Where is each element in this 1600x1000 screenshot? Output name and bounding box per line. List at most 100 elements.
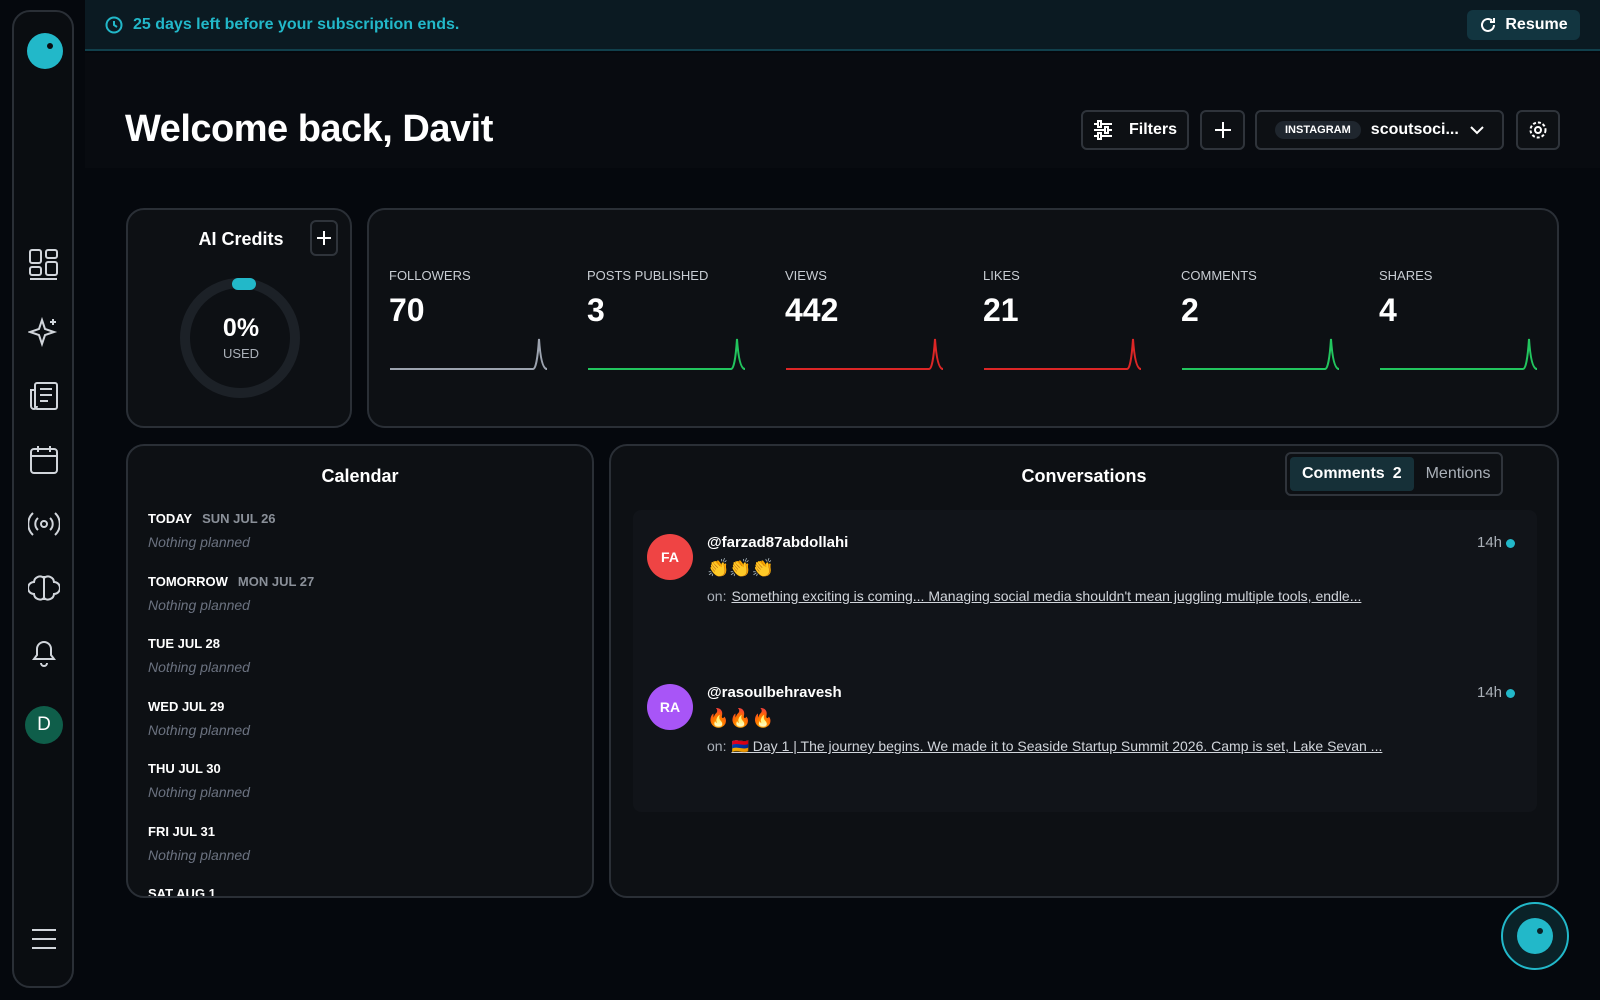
sparkline-path xyxy=(1182,338,1340,370)
gear-icon xyxy=(1529,121,1547,139)
sparkline-path xyxy=(588,338,746,370)
subscription-banner: 25 days left before your subscription en… xyxy=(85,0,1600,51)
day-heading: WED JUL 29 xyxy=(148,698,250,716)
calendar-day: TODAY SUN JUL 26 Nothing planned xyxy=(148,510,276,550)
tab-label: Mentions xyxy=(1425,465,1491,482)
stat-value: 2 xyxy=(1181,292,1199,328)
credits-title: AI Credits xyxy=(198,229,284,249)
user-avatar[interactable]: D xyxy=(25,706,63,744)
unread-dot xyxy=(1506,689,1515,698)
assistant-button[interactable] xyxy=(1499,900,1571,972)
comment-text: 🔥🔥🔥 xyxy=(707,708,775,728)
sparkline-path xyxy=(984,338,1142,370)
account-selector[interactable]: INSTAGRAM scoutsoci... xyxy=(1255,110,1504,150)
credits-ring xyxy=(180,278,300,398)
sparkline-path xyxy=(1380,338,1538,370)
calendar-icon[interactable] xyxy=(28,444,60,476)
credits-caption: USED xyxy=(222,346,260,361)
tab[interactable]: Mentions xyxy=(1414,457,1503,491)
calendar-card: Calendar TODAY SUN JUL 26 Nothing planned T… xyxy=(126,444,594,898)
avatar: RA xyxy=(647,684,693,730)
stat-value: 442 xyxy=(785,292,839,328)
day-note: Nothing planned xyxy=(148,846,250,863)
day-date: MON JUL 27 xyxy=(237,573,315,589)
filters-icon xyxy=(1093,120,1112,140)
conversation-item[interactable]: FA @farzad87abdollahi 14h 👏👏👏 on: Something e… xyxy=(633,530,1537,650)
time: 14h xyxy=(1477,684,1503,701)
conversation-list: FA @farzad87abdollahi 14h 👏👏👏 on: Something e… xyxy=(633,510,1537,812)
platform-badge: INSTAGRAM xyxy=(1275,121,1361,139)
day-heading: SAT AUG 1 xyxy=(148,885,216,898)
day-heading: TOMORROW MON JUL 27 xyxy=(148,573,314,591)
day-note: Nothing planned xyxy=(148,721,250,738)
stats-card: FOLLOWERS 70 POSTS PUBLISHED 3 VIEWS 442 LIKES… xyxy=(367,208,1559,428)
bell-icon[interactable] xyxy=(28,636,60,668)
day-name: THU JUL 30 xyxy=(148,761,221,776)
dashboard-icon[interactable] xyxy=(28,248,60,280)
sparkline xyxy=(984,338,1142,370)
day-note: Nothing planned xyxy=(148,534,250,550)
calendar-day: THU JUL 30 Nothing planned xyxy=(148,760,250,800)
plus-icon xyxy=(317,231,331,245)
tabs: Comments 2 Mentions xyxy=(1285,452,1503,496)
day-heading: FRI JUL 31 xyxy=(148,823,250,841)
calendar-day: TOMORROW MON JUL 27 Nothing planned xyxy=(148,573,314,613)
calendar-day: WED JUL 29 Nothing planned xyxy=(148,698,250,738)
resume-button[interactable]: Resume xyxy=(1467,10,1580,40)
stat-label: COMMENTS xyxy=(1181,268,1257,283)
ai-icon[interactable] xyxy=(28,316,60,348)
post-ref: on: 🇦🇲 Day 1 | The journey begins. We mad… xyxy=(707,738,1382,755)
avatar: FA xyxy=(647,534,693,580)
day-note: Nothing planned xyxy=(148,659,250,675)
chevron-icon xyxy=(1470,126,1484,135)
account-name: scoutsoci... xyxy=(1370,121,1459,138)
conversations-card: Conversations Comments 2 Mentions FA @farza… xyxy=(609,444,1559,898)
plus-icon xyxy=(1214,122,1231,138)
sparkline xyxy=(786,338,944,370)
day-name: WED JUL 29 xyxy=(148,698,225,714)
username: @rasoulbehravesh xyxy=(707,684,842,701)
day-name: SAT AUG 1 xyxy=(148,886,216,898)
tab-count: 2 xyxy=(1392,465,1402,482)
day-date: SUN JUL 26 xyxy=(202,511,276,526)
sparkline-path xyxy=(390,338,548,370)
stat-label: FOLLOWERS xyxy=(389,268,471,283)
day-name: TODAY xyxy=(148,511,193,526)
tab[interactable]: Comments 2 xyxy=(1290,457,1414,491)
credits-add-button[interactable] xyxy=(310,220,338,256)
sparkline-path xyxy=(786,338,944,370)
calendar-day: SAT AUG 1 xyxy=(148,885,216,898)
broadcast-icon[interactable] xyxy=(28,508,60,540)
filters-label: Filters xyxy=(1128,121,1177,138)
post-link[interactable]: Something exciting is coming... Managing… xyxy=(731,588,1362,604)
refresh-icon xyxy=(1481,17,1496,32)
conversation-item[interactable]: RA @rasoulbehravesh 14h 🔥🔥🔥 on: 🇦🇲 Day 1 | Th… xyxy=(633,680,1537,800)
settings-button[interactable] xyxy=(1516,110,1560,150)
resume-label: Resume xyxy=(1505,16,1568,33)
add-button[interactable] xyxy=(1200,110,1245,150)
posts-icon[interactable] xyxy=(28,380,60,412)
conversations-title: Conversations xyxy=(1021,466,1147,486)
day-heading: THU JUL 30 xyxy=(148,760,250,778)
post-prefix: on: xyxy=(707,738,727,754)
calendar-day: TUE JUL 28 Nothing planned xyxy=(148,635,250,675)
menu-icon[interactable] xyxy=(30,926,58,952)
calendar-title: Calendar xyxy=(321,466,399,486)
day-name: FRI JUL 31 xyxy=(148,823,215,839)
day-note: Nothing planned xyxy=(148,596,250,613)
logo[interactable] xyxy=(24,30,66,72)
sparkline xyxy=(1182,338,1340,370)
post-link[interactable]: 🇦🇲 Day 1 | The journey begins. We made i… xyxy=(731,738,1383,754)
brain-icon[interactable] xyxy=(28,572,60,604)
banner-text: 25 days left before your subscription en… xyxy=(133,16,460,33)
filters-button[interactable]: Filters xyxy=(1081,110,1189,150)
day-heading: TODAY SUN JUL 26 xyxy=(148,510,276,528)
sidebar: D xyxy=(12,10,74,988)
stat-label: SHARES xyxy=(1379,268,1433,283)
post-ref: on: Something exciting is coming... Manag… xyxy=(707,588,1361,604)
stat-value: 3 xyxy=(587,292,605,328)
page-title: Welcome back, Davit xyxy=(125,108,493,150)
day-note: Nothing planned xyxy=(148,784,250,800)
